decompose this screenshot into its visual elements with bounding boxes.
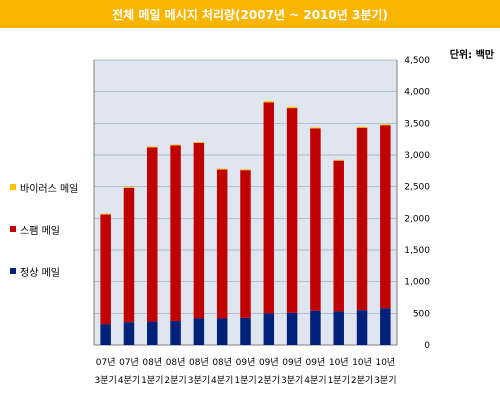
bar-normal (216, 318, 228, 345)
x-tick-quarter: 1분기 (141, 375, 163, 386)
bar-spam (286, 108, 298, 313)
bar-spam (240, 170, 251, 318)
bar-virus (240, 169, 251, 171)
y-tick-label: 4,000 (404, 88, 430, 98)
chart-title: 전체 메일 메시지 처리량(2007년 ~ 2010년 3분기) (0, 0, 500, 28)
bar-virus (310, 127, 321, 129)
bar-virus (100, 213, 111, 215)
bar-normal (286, 312, 298, 345)
bar-virus (123, 186, 135, 188)
bar-spam (147, 147, 158, 322)
bar-spam (216, 169, 228, 319)
x-tick-year: 09년 (282, 357, 302, 368)
legend-item-spam: 스팸 메일 (10, 222, 90, 237)
legend: 바이러스 메일 스팸 메일 정상 메일 (10, 180, 90, 292)
x-tick-quarter: 4분기 (304, 375, 326, 386)
y-tick-label: 1,500 (404, 246, 430, 256)
y-tick-label: 500 (413, 309, 430, 319)
x-tick-quarter: 2분기 (351, 375, 373, 386)
y-tick-label: 3,000 (404, 151, 430, 161)
bar-normal (170, 320, 181, 345)
x-tick-year: 07년 (96, 357, 116, 368)
y-tick-label: 0 (424, 341, 430, 351)
x-tick-quarter: 4분기 (118, 375, 140, 386)
x-tick-year: 10년 (375, 357, 395, 368)
bar-virus (333, 159, 344, 161)
x-tick-quarter: 1분기 (234, 375, 256, 386)
x-tick-quarter: 1분기 (328, 375, 350, 386)
bar-spam (193, 142, 205, 319)
y-tick-label: 4,500 (404, 56, 430, 66)
y-tick-label: 2,000 (404, 214, 430, 224)
legend-label-normal: 정상 메일 (20, 267, 60, 279)
bar-normal (380, 308, 391, 345)
bar-virus (170, 144, 181, 146)
x-tick-quarter: 3분기 (374, 375, 396, 386)
x-tick-year: 10년 (329, 357, 349, 368)
x-tick-year: 08년 (189, 357, 209, 368)
bar-spam (310, 128, 321, 311)
legend-label-virus: 바이러스 메일 (20, 183, 79, 195)
x-tick-quarter: 4분기 (211, 375, 233, 386)
bar-virus (356, 126, 368, 128)
bar-spam (333, 160, 344, 312)
bar-normal (123, 322, 135, 345)
x-tick-year: 09년 (259, 357, 279, 368)
bar-virus (263, 101, 275, 103)
legend-swatch-spam (10, 226, 16, 232)
x-tick-year: 09년 (236, 357, 256, 368)
bar-spam (170, 145, 181, 321)
bar-normal (147, 321, 158, 345)
bar-spam (263, 102, 275, 314)
x-tick-quarter: 3분기 (95, 375, 117, 386)
x-tick-quarter: 2분기 (164, 375, 186, 386)
y-tick-label: 1,000 (404, 278, 430, 288)
bar-virus (380, 124, 391, 126)
legend-swatch-normal (10, 268, 16, 274)
unit-label: 단위: 백만 (449, 50, 494, 61)
bar-normal (100, 324, 111, 345)
bar-virus (147, 146, 158, 148)
bar-spam (123, 187, 135, 323)
bar-normal (193, 318, 205, 345)
bar-virus (216, 168, 228, 170)
x-tick-year: 07년 (119, 357, 139, 368)
bar-normal (356, 310, 368, 345)
legend-item-virus: 바이러스 메일 (10, 180, 90, 195)
bar-normal (333, 311, 344, 345)
x-tick-year: 08년 (212, 357, 232, 368)
legend-label-spam: 스팸 메일 (20, 225, 60, 237)
x-tick-quarter: 2분기 (258, 375, 280, 386)
x-tick-year: 08년 (142, 357, 162, 368)
x-tick-quarter: 3분기 (281, 375, 303, 386)
bar-normal (310, 310, 321, 345)
bar-spam (380, 125, 391, 309)
bar-normal (240, 317, 251, 345)
bar-spam (356, 127, 368, 311)
x-tick-year: 10년 (352, 357, 372, 368)
x-tick-quarter: 3분기 (188, 375, 210, 386)
y-tick-label: 2,500 (404, 183, 430, 193)
bar-spam (100, 214, 111, 325)
x-tick-year: 08년 (166, 357, 186, 368)
legend-item-normal: 정상 메일 (10, 264, 90, 279)
x-tick-year: 09년 (306, 357, 326, 368)
bar-virus (286, 106, 298, 109)
legend-swatch-virus (10, 184, 16, 190)
bar-normal (263, 313, 275, 345)
y-tick-label: 3,500 (404, 119, 430, 129)
bar-virus (193, 142, 205, 143)
